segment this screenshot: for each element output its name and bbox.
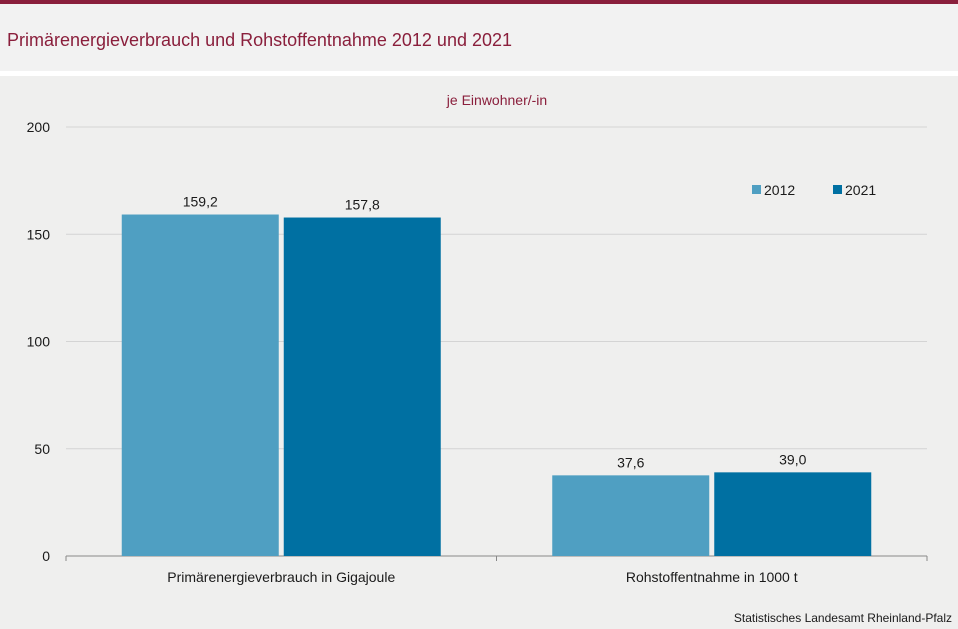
header: Primärenergieverbrauch und Rohstoffentna… bbox=[0, 4, 958, 71]
chart-title: Primärenergieverbrauch und Rohstoffentna… bbox=[7, 30, 513, 50]
bar-2012-0 bbox=[121, 214, 279, 557]
header-separator bbox=[0, 71, 958, 76]
legend-swatch-2012 bbox=[752, 185, 761, 194]
y-tick-label-50: 50 bbox=[34, 441, 50, 457]
y-tick-label-200: 200 bbox=[27, 119, 51, 135]
x-category-label-1: Rohstoffentnahme in 1000 t bbox=[626, 569, 798, 585]
legend-swatch-2021 bbox=[833, 185, 842, 194]
data-label-2021-1: 39,0 bbox=[779, 451, 806, 467]
y-tick-label-100: 100 bbox=[27, 334, 51, 350]
data-label-2021-0: 157,8 bbox=[345, 197, 380, 213]
data-label-2012-1: 37,6 bbox=[617, 454, 644, 470]
data-label-2012-0: 159,2 bbox=[183, 194, 218, 210]
y-tick-label-0: 0 bbox=[42, 548, 50, 564]
legend-label-2021: 2021 bbox=[845, 182, 876, 198]
y-tick-label-150: 150 bbox=[27, 226, 51, 242]
bar-2012-1 bbox=[552, 475, 710, 556]
bar-2021-1 bbox=[714, 472, 872, 556]
source-note: Statistisches Landesamt Rheinland-Pfalz bbox=[733, 611, 952, 625]
chart-subtitle: je Einwohner/-in bbox=[446, 92, 547, 108]
legend-label-2012: 2012 bbox=[764, 182, 795, 198]
bar-2021-0 bbox=[283, 217, 441, 557]
x-category-label-0: Primärenergieverbrauch in Gigajoule bbox=[167, 569, 395, 585]
top-accent-bar bbox=[0, 0, 958, 4]
